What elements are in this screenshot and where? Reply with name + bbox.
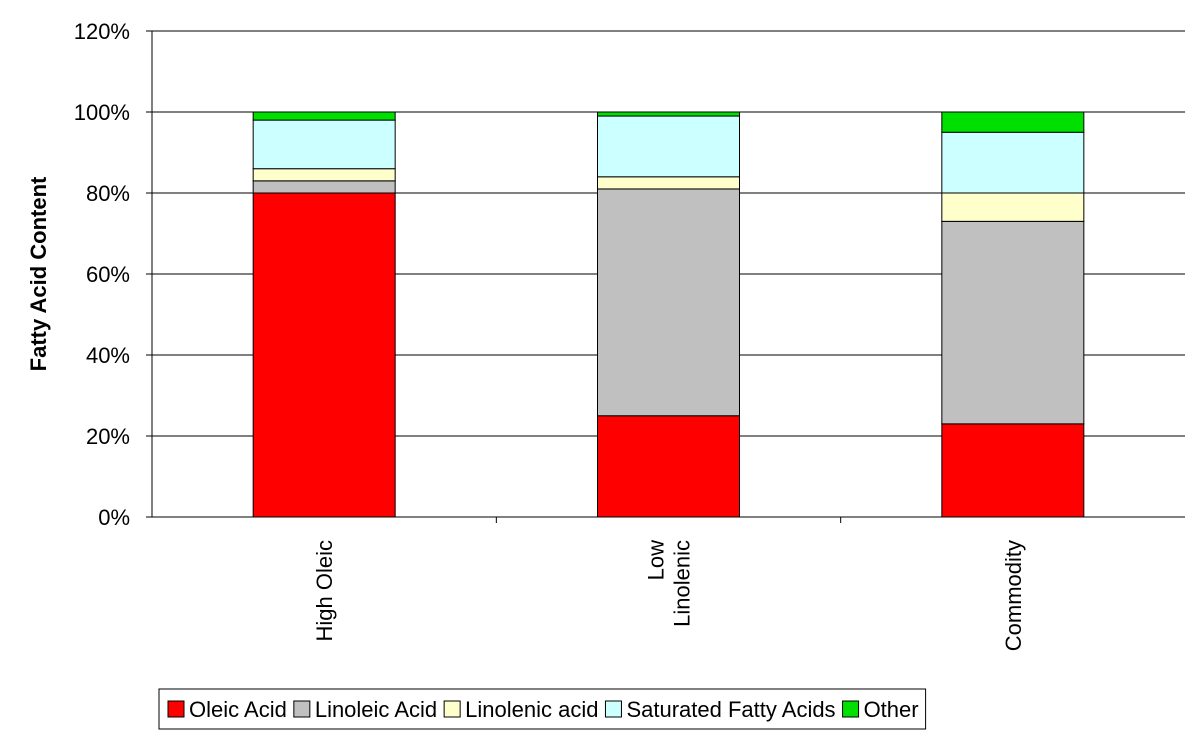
category-label: Low Linolenic	[644, 540, 695, 627]
bar-segment	[252, 111, 396, 121]
category-label: High Oleic	[312, 540, 337, 641]
category-label-line: Linolenic	[670, 540, 695, 627]
bar-segment	[597, 111, 740, 117]
bar-segment	[597, 176, 740, 190]
legend-label: Linolenic acid	[465, 697, 598, 722]
legend-label: Linoleic Acid	[315, 697, 437, 722]
legend-label: Saturated Fatty Acids	[626, 697, 835, 722]
category-label-line: Low	[644, 540, 669, 580]
bar-segment	[252, 180, 396, 194]
legend-swatch	[167, 700, 185, 718]
bar-segment	[597, 415, 740, 518]
legend-swatch	[842, 700, 860, 718]
y-tick-label: 60%	[86, 262, 130, 287]
category-labels: High Oleic Low Linolenic Commodity	[312, 540, 1026, 651]
legend-swatch	[604, 700, 622, 718]
bar-segment	[941, 192, 1085, 222]
bar-segment	[941, 220, 1085, 425]
category-label-line: High Oleic	[312, 540, 337, 641]
y-tick-labels: 0% 20% 40% 60% 80% 100% 120%	[74, 19, 130, 530]
bar-segment	[941, 423, 1085, 518]
bar-segment	[252, 168, 396, 182]
legend-box	[158, 688, 927, 730]
category-label-line: Commodity	[1001, 540, 1026, 651]
bar-segment	[252, 192, 396, 518]
y-tick-label: 20%	[86, 424, 130, 449]
legend-swatch	[293, 700, 311, 718]
legend-label: Other	[864, 697, 919, 722]
bar-segment	[597, 188, 740, 417]
y-tick-label: 100%	[74, 100, 130, 125]
y-tick-label: 80%	[86, 181, 130, 206]
bar-segment	[941, 131, 1085, 194]
category-label: Commodity	[1001, 540, 1026, 651]
y-axis-title: Fatty Acid Content	[26, 176, 51, 371]
legend: Oleic Acid Linoleic Acid Linolenic acid Sat…	[158, 688, 927, 730]
axes	[146, 30, 1185, 523]
y-tick-label: 40%	[86, 343, 130, 368]
bar-segment	[252, 119, 396, 170]
bar-segment	[597, 115, 740, 178]
y-tick-label: 120%	[74, 19, 130, 44]
y-tick-label: 0%	[98, 505, 130, 530]
legend-swatch	[443, 700, 461, 718]
bar-segment	[941, 111, 1085, 133]
bars	[252, 111, 1085, 518]
legend-label: Oleic Acid	[189, 697, 287, 722]
